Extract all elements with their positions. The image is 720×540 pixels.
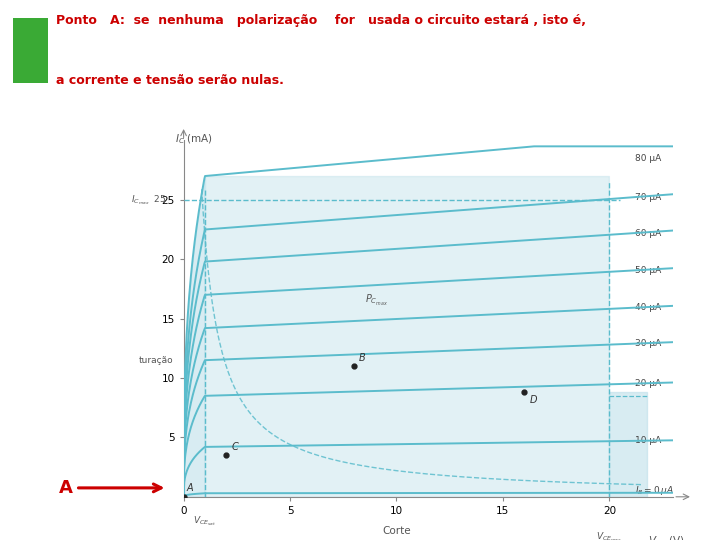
Text: 70 μA: 70 μA <box>635 193 661 202</box>
Text: 40 μA: 40 μA <box>635 303 661 312</box>
Text: Corte: Corte <box>382 526 411 537</box>
Text: $I_{C_{max}}$  25: $I_{C_{max}}$ 25 <box>131 193 166 207</box>
Text: $V_{CE}$ (V): $V_{CE}$ (V) <box>648 535 684 540</box>
FancyBboxPatch shape <box>13 18 48 83</box>
Text: 50 μA: 50 μA <box>635 266 661 275</box>
Text: C: C <box>232 442 238 453</box>
Text: 80 μA: 80 μA <box>635 154 661 163</box>
Text: A: A <box>59 479 161 497</box>
Text: $P_{C_{max}}$: $P_{C_{max}}$ <box>364 293 387 308</box>
Text: $I_B = 0\,\mu A$: $I_B = 0\,\mu A$ <box>635 484 674 497</box>
Text: Ponto   A:  se  nenhuma   polarização    for   usada o circuito estará , isto é,: Ponto A: se nenhuma polarização for usad… <box>56 14 586 27</box>
Text: 10 μA: 10 μA <box>635 436 661 446</box>
Text: turação: turação <box>138 356 173 364</box>
Text: A: A <box>186 483 194 493</box>
Text: D: D <box>529 395 537 405</box>
Text: 60 μA: 60 μA <box>635 229 661 238</box>
Text: $V_{CE_{sat}}$: $V_{CE_{sat}}$ <box>193 515 217 528</box>
Text: B: B <box>359 353 366 363</box>
Text: $I_C$ (mA): $I_C$ (mA) <box>175 133 213 146</box>
Text: $V_{CE_{max}}$: $V_{CE_{max}}$ <box>596 530 622 540</box>
Text: 30 μA: 30 μA <box>635 339 661 348</box>
Text: a corrente e tensão serão nulas.: a corrente e tensão serão nulas. <box>56 73 284 86</box>
Text: 20 μA: 20 μA <box>635 379 661 388</box>
